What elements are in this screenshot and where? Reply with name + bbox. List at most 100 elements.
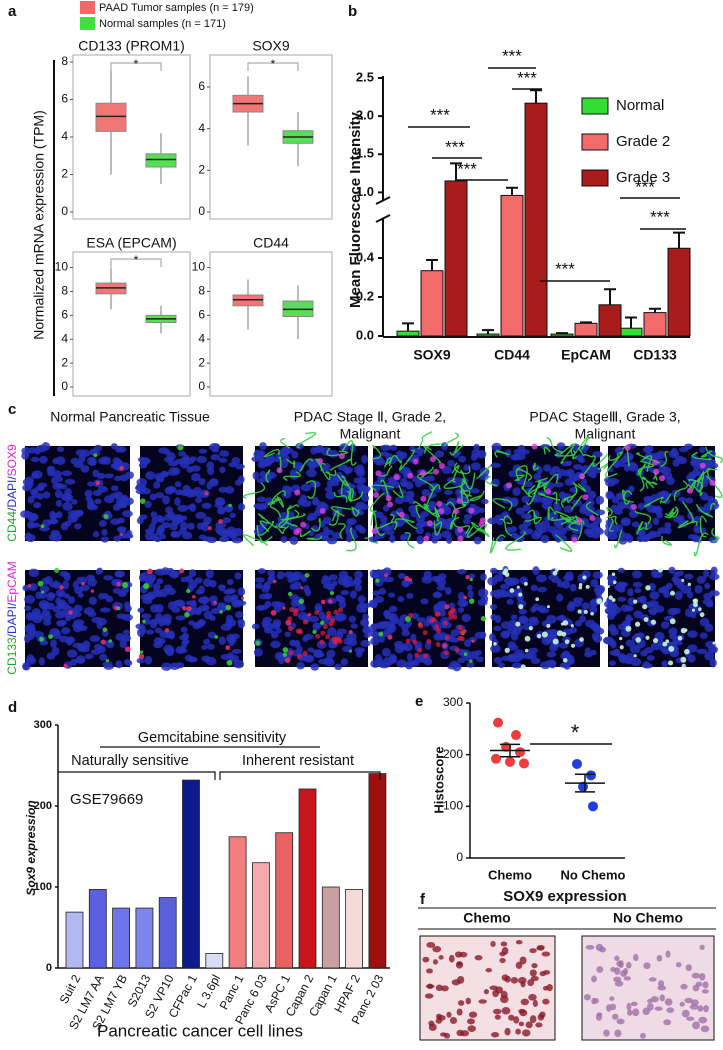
epcam-signal [289, 607, 295, 613]
nucleus [638, 502, 645, 511]
nucleus [280, 446, 291, 455]
sox9-signal [453, 508, 460, 515]
nucleus [518, 523, 528, 532]
nucleus [174, 497, 181, 506]
nucleus [541, 500, 552, 510]
signal [669, 618, 676, 625]
nucleus [75, 655, 86, 664]
nucleus [117, 502, 128, 509]
nucleus [356, 464, 365, 473]
ihc-nucleus [640, 1032, 646, 1039]
membrane [390, 513, 395, 522]
nucleus [309, 615, 319, 623]
signal [226, 659, 233, 666]
nucleus [592, 571, 603, 579]
nucleus [423, 620, 431, 627]
nucleus [55, 589, 66, 598]
nucleus [665, 582, 673, 590]
bar [65, 911, 84, 969]
nucleus [145, 471, 156, 480]
nucleus [198, 605, 208, 612]
signal [578, 583, 583, 587]
epcam-signal [417, 647, 423, 653]
micrograph [485, 435, 611, 554]
nucleus [608, 624, 617, 633]
nucleus [264, 600, 272, 608]
y-tick-label: 2 [61, 167, 68, 181]
y-tick-label: 8 [61, 54, 68, 68]
nucleus [685, 497, 694, 504]
nucleus [477, 598, 488, 607]
y-tick-label: 4 [61, 331, 68, 345]
axis-break [375, 196, 391, 205]
bar [420, 270, 444, 337]
nucleus [472, 505, 481, 514]
nucleus [649, 591, 660, 600]
nucleus [376, 621, 388, 630]
nucleus [96, 567, 104, 575]
nucleus [396, 659, 407, 668]
nucleus [513, 449, 521, 455]
nucleus [54, 489, 63, 499]
nucleus [237, 619, 246, 629]
nucleus [623, 532, 631, 539]
nucleus [533, 528, 543, 537]
nucleus [546, 614, 557, 624]
nucleus [264, 456, 272, 463]
nucleus [522, 480, 534, 488]
nucleus [457, 591, 465, 601]
nucleus [372, 571, 380, 579]
bar [135, 907, 154, 969]
nucleus [620, 518, 631, 527]
nucleus [506, 598, 514, 605]
nucleus [703, 569, 710, 578]
nucleus [61, 470, 72, 477]
nucleus [206, 536, 217, 544]
nucleus [184, 654, 194, 662]
signal [282, 652, 288, 658]
membrane [532, 462, 540, 471]
nucleus [609, 525, 620, 532]
ihc-nucleus [531, 963, 538, 969]
micrograph [251, 568, 373, 671]
sox9-signal [651, 459, 658, 466]
nucleus [525, 513, 532, 520]
signal [37, 580, 44, 587]
nucleus [31, 607, 41, 616]
signal [665, 639, 670, 644]
signal [662, 641, 668, 647]
signal [693, 602, 698, 608]
panel-label: c [8, 401, 16, 418]
ihc-nucleus [478, 999, 487, 1004]
nucleus [321, 535, 330, 541]
nucleus [289, 536, 299, 545]
nucleus [50, 512, 58, 520]
signal [687, 582, 692, 587]
nucleus [585, 529, 595, 538]
membrane [608, 515, 618, 525]
sox9-signal [371, 528, 378, 535]
nucleus [446, 536, 453, 544]
signal [645, 635, 650, 640]
nucleus [537, 586, 548, 593]
membrane [489, 534, 506, 554]
nucleus [335, 595, 344, 602]
significance: *** [502, 46, 522, 65]
nucleus [384, 621, 396, 628]
nucleus [220, 623, 232, 631]
error-bar [575, 773, 595, 793]
membrane [547, 506, 555, 521]
nucleus [78, 454, 86, 463]
epcam-signal [444, 635, 450, 641]
nucleus [113, 535, 122, 542]
nucleus [427, 501, 437, 510]
membrane [460, 469, 476, 490]
nucleus [228, 462, 237, 468]
nucleus [382, 504, 390, 512]
nucleus [135, 623, 145, 630]
membrane [347, 490, 364, 502]
nucleus [656, 491, 668, 498]
epcam-signal [320, 630, 326, 636]
nucleus [518, 616, 529, 625]
nucleus [259, 442, 267, 450]
